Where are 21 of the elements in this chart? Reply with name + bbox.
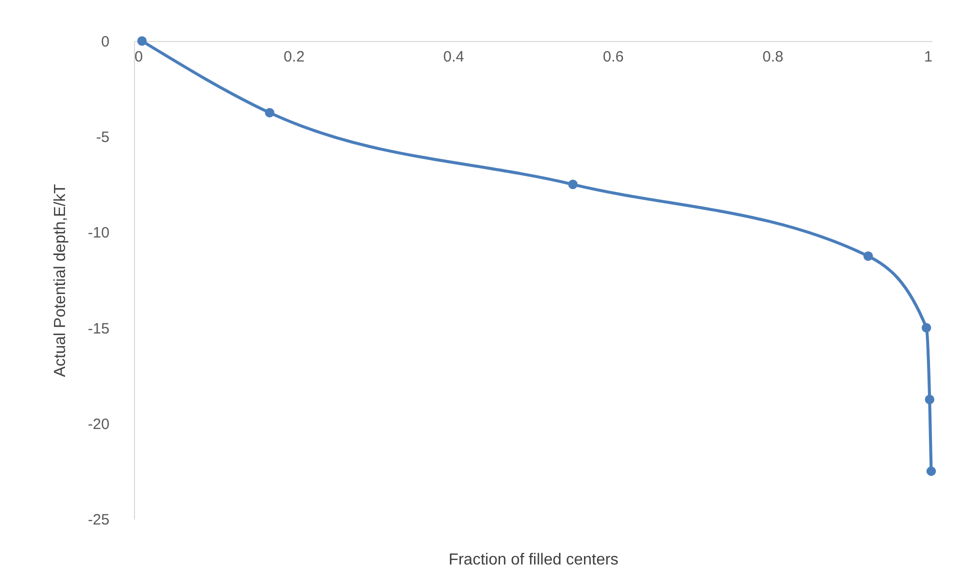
point: [924, 394, 934, 404]
point: [568, 180, 578, 190]
y-tick-label: 0: [101, 34, 110, 50]
x-tick-label: 0.2: [284, 48, 305, 66]
x-tick-label: 0.8: [762, 48, 784, 66]
x-tick-label: 0.4: [443, 48, 464, 66]
y-tick-label: -15: [88, 320, 110, 338]
point: [926, 466, 936, 476]
point: [922, 323, 932, 333]
point: [863, 251, 873, 261]
y-tick-label: -25: [88, 512, 110, 528]
point: [264, 108, 274, 118]
y-tick-label: -10: [88, 224, 110, 242]
y-tick-label: -5: [96, 129, 110, 146]
x-tick-label: 0: [134, 48, 143, 66]
x-axis-title: Fraction of filled centers: [448, 552, 618, 568]
x-tick-label: 1: [924, 48, 932, 66]
point: [137, 36, 147, 46]
y-axis-title: Actual Potential depth,E/kT: [52, 184, 69, 377]
y-tick-label: -20: [88, 416, 110, 433]
x-tick-label: 0.6: [602, 48, 624, 66]
